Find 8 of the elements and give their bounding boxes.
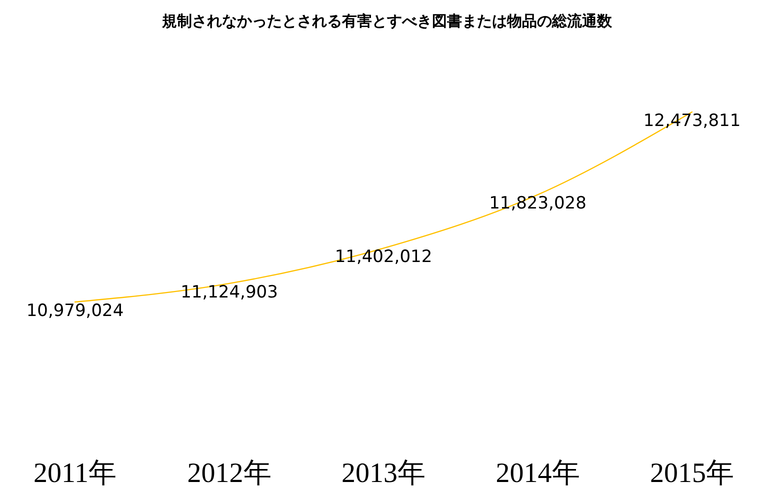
chart-title: 規制されなかったとされる有害とすべき図書または物品の総流通数 bbox=[161, 12, 613, 30]
data-label: 10,979,024 bbox=[26, 301, 124, 321]
x-tick-label: 2012年 bbox=[187, 458, 272, 489]
x-tick-label: 2015年 bbox=[650, 458, 734, 489]
x-tick-label: 2014年 bbox=[496, 458, 580, 489]
x-tick-label: 2013年 bbox=[342, 458, 426, 489]
x-tick-label: 2011年 bbox=[34, 458, 116, 489]
data-label: 11,124,903 bbox=[180, 282, 278, 302]
